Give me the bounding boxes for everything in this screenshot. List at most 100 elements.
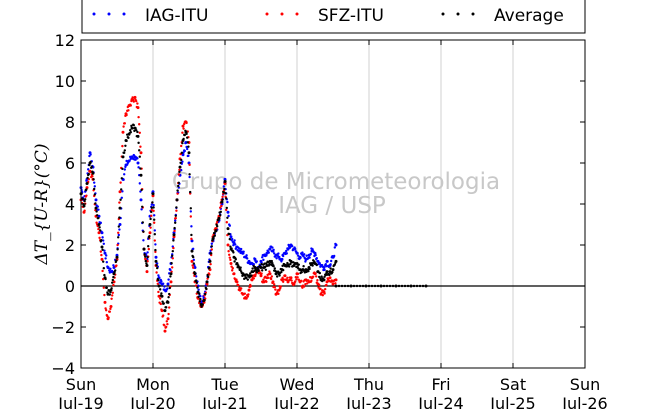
data-point	[228, 237, 231, 241]
data-point	[171, 249, 174, 253]
data-point	[160, 280, 163, 283]
data-point	[187, 151, 191, 155]
x-tick-label-day: Tue	[210, 375, 238, 394]
data-point	[123, 168, 127, 171]
data-point	[322, 278, 326, 282]
data-point	[146, 260, 149, 263]
y-tick-label: 8	[65, 113, 75, 132]
data-point	[147, 247, 150, 251]
data-point	[187, 154, 190, 158]
data-point	[89, 170, 92, 174]
data-point	[400, 284, 404, 288]
data-point	[302, 255, 305, 258]
data-point	[94, 198, 98, 202]
legend-marker	[92, 12, 96, 16]
data-point	[242, 250, 245, 253]
data-point	[132, 123, 135, 127]
data-point	[232, 272, 236, 276]
data-point	[133, 95, 137, 99]
data-point	[87, 168, 90, 171]
data-point	[100, 245, 104, 249]
data-point	[277, 255, 281, 259]
data-point	[271, 246, 274, 249]
data-point	[265, 264, 269, 267]
data-point	[382, 284, 386, 288]
data-point	[99, 229, 102, 232]
data-point	[233, 239, 236, 242]
data-point	[388, 284, 392, 288]
data-point	[275, 257, 278, 260]
data-point	[273, 283, 276, 286]
data-point	[180, 144, 183, 148]
data-point	[108, 293, 112, 296]
data-point	[201, 303, 204, 306]
data-point	[92, 178, 95, 181]
data-point	[172, 235, 176, 239]
data-point	[109, 267, 112, 271]
data-point	[216, 225, 219, 228]
data-point	[152, 206, 155, 209]
data-point	[142, 247, 146, 251]
data-point	[125, 159, 128, 163]
data-point	[167, 312, 170, 316]
data-point	[280, 270, 283, 274]
data-point	[169, 272, 173, 276]
data-point	[230, 247, 233, 250]
data-point	[99, 221, 103, 225]
data-point	[124, 144, 127, 147]
data-point	[91, 175, 94, 178]
data-point	[267, 251, 270, 254]
data-point	[421, 284, 425, 288]
data-point	[391, 284, 395, 288]
x-tick-label-date: Jul-24	[417, 394, 463, 409]
data-point	[257, 269, 260, 273]
data-point	[101, 248, 104, 251]
data-point	[303, 285, 306, 288]
data-point	[148, 223, 152, 226]
data-point	[138, 123, 141, 126]
data-point	[151, 190, 155, 194]
data-point	[109, 307, 112, 311]
data-point	[104, 277, 107, 281]
data-point	[226, 200, 229, 204]
data-point	[115, 253, 119, 257]
data-point	[159, 297, 162, 300]
data-point	[97, 223, 101, 226]
data-point	[247, 293, 250, 296]
data-point	[107, 316, 110, 319]
data-point	[85, 194, 88, 197]
data-point	[95, 210, 98, 213]
data-point	[116, 243, 119, 247]
data-point	[268, 270, 271, 273]
data-point	[323, 275, 326, 278]
x-tick-label-date: Jul-22	[273, 394, 319, 409]
data-point	[245, 297, 248, 300]
data-point	[294, 247, 297, 251]
data-point	[97, 227, 100, 231]
data-point	[82, 204, 86, 208]
data-point	[154, 250, 157, 254]
data-point	[150, 208, 153, 212]
data-point	[163, 324, 166, 327]
data-point	[325, 283, 328, 287]
data-point	[103, 293, 106, 297]
data-point	[118, 228, 121, 231]
data-point	[86, 176, 89, 180]
data-point	[308, 267, 311, 271]
data-point	[110, 287, 113, 290]
data-point	[291, 244, 294, 248]
data-point	[320, 275, 323, 278]
data-point	[104, 257, 107, 260]
data-point	[296, 265, 299, 268]
data-point	[188, 173, 191, 176]
data-point	[262, 278, 265, 281]
data-point	[139, 145, 142, 148]
data-point	[186, 136, 189, 139]
data-point	[119, 181, 122, 184]
data-point	[149, 226, 152, 229]
data-point	[234, 243, 237, 246]
data-point	[145, 264, 149, 267]
data-point	[120, 196, 124, 199]
data-point	[175, 206, 178, 209]
data-point	[171, 254, 174, 257]
